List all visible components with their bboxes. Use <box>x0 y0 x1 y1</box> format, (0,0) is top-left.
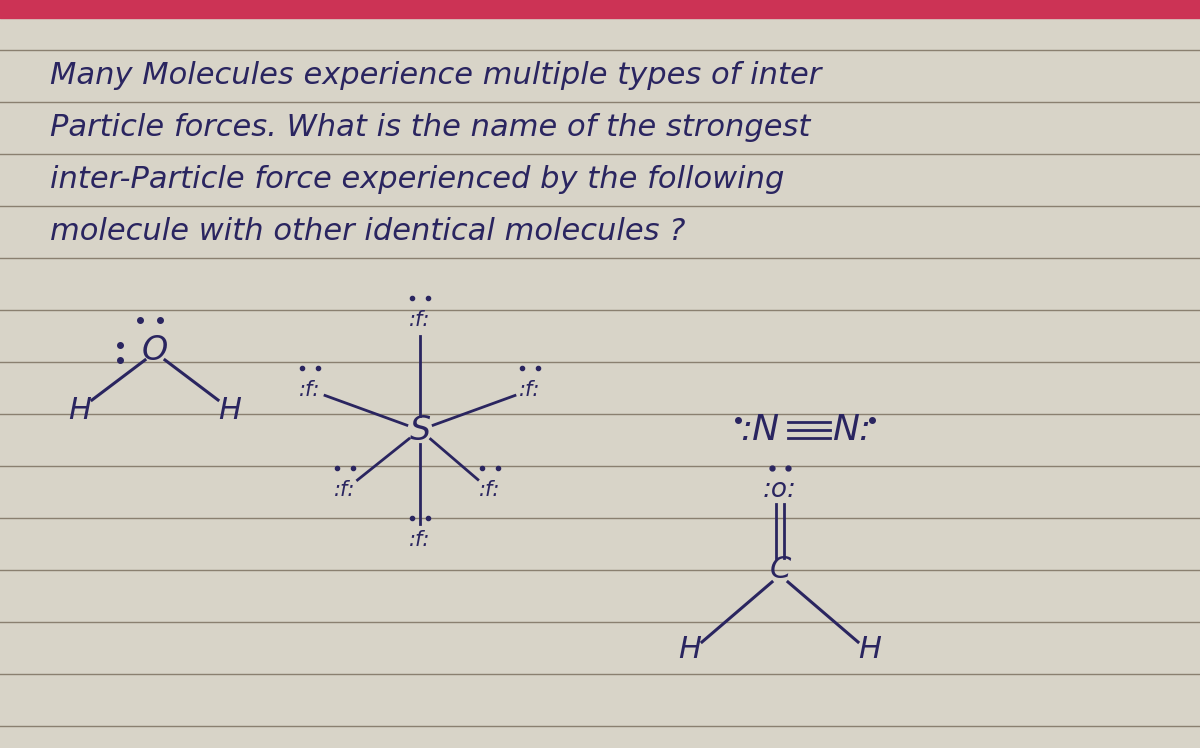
Text: S: S <box>409 414 431 447</box>
Text: Many Molecules experience multiple types of inter: Many Molecules experience multiple types… <box>50 61 821 90</box>
Text: H: H <box>678 636 702 664</box>
Text: H: H <box>68 396 91 425</box>
Text: molecule with other identical molecules ?: molecule with other identical molecules … <box>50 216 685 245</box>
Text: :f:: :f: <box>299 380 320 400</box>
Text: :f:: :f: <box>479 480 500 500</box>
Text: :N: :N <box>740 413 780 447</box>
Text: :f:: :f: <box>409 310 431 330</box>
Text: :f:: :f: <box>409 530 431 550</box>
Text: :f:: :f: <box>335 480 355 500</box>
Text: H: H <box>218 396 241 425</box>
Text: H: H <box>858 636 882 664</box>
Text: Particle forces. What is the name of the strongest: Particle forces. What is the name of the… <box>50 112 810 141</box>
Text: inter-Particle force experienced by the following: inter-Particle force experienced by the … <box>50 165 785 194</box>
Text: C: C <box>769 556 791 584</box>
Text: :o:: :o: <box>763 477 797 503</box>
Text: N:: N: <box>833 413 871 447</box>
Text: :f:: :f: <box>520 380 541 400</box>
Text: O: O <box>142 334 168 367</box>
